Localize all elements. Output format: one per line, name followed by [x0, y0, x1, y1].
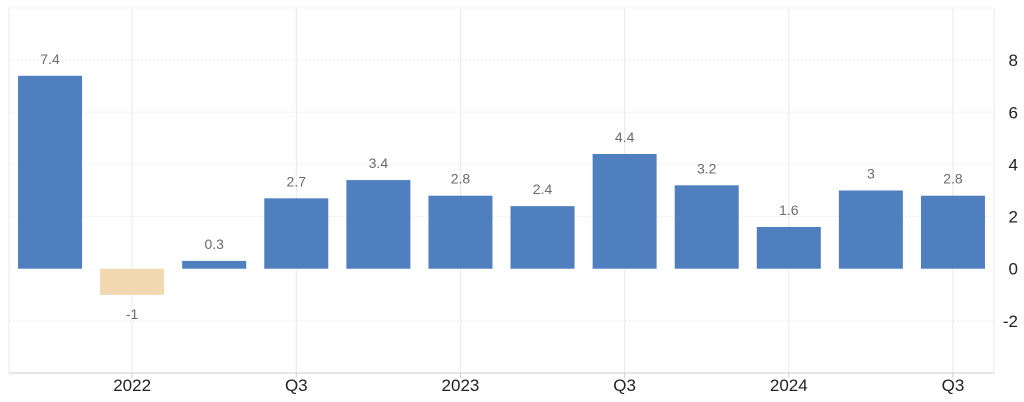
- bar: [756, 227, 821, 269]
- bar-value-label: 3.4: [369, 155, 389, 171]
- y-tick-label: 2: [1009, 208, 1018, 227]
- bar: [346, 180, 411, 269]
- bar-value-labels: 7.4 -1 0.3 2.7 3.4 2.8 2.4 4.4 3.2 1.6 3 2.8: [40, 51, 963, 322]
- bar: [674, 185, 739, 269]
- bar-value-label: 1.6: [779, 202, 799, 218]
- bar-value-label: 4.4: [615, 129, 635, 145]
- grid: [8, 7, 995, 373]
- bars: [18, 75, 985, 295]
- x-axis: 2022 Q3 2023 Q3 2024 Q3: [9, 372, 994, 395]
- bar-value-label: 0.3: [204, 236, 224, 252]
- bar: [18, 75, 83, 269]
- bar-value-label: 2.4: [533, 181, 553, 197]
- y-tick-label: 8: [1009, 51, 1018, 70]
- bar-value-label: 2.8: [451, 171, 471, 187]
- x-tick-label: Q3: [285, 376, 308, 395]
- bar: [510, 206, 575, 269]
- x-tick-label: 2024: [770, 376, 808, 395]
- bar: [838, 190, 903, 269]
- y-tick-label: 4: [1009, 155, 1018, 174]
- x-tick-label: 2022: [113, 376, 151, 395]
- y-tick-label: 0: [1009, 260, 1018, 279]
- bar: [428, 195, 493, 269]
- bar: [920, 195, 985, 269]
- y-axis: -2 0 2 4 6 8: [1003, 51, 1018, 331]
- x-tick-label: 2023: [442, 376, 480, 395]
- bar-value-label: 3.2: [697, 160, 717, 176]
- bar: [592, 154, 657, 269]
- y-tick-label: -2: [1003, 312, 1018, 331]
- bar-value-label: 7.4: [40, 51, 60, 67]
- bar: [100, 268, 165, 295]
- bar-value-label: -1: [126, 306, 139, 322]
- x-tick-label: Q3: [613, 376, 636, 395]
- bar-value-label: 3: [867, 166, 875, 182]
- bar-value-label: 2.8: [943, 171, 963, 187]
- x-tick-label: Q3: [942, 376, 965, 395]
- bar: [182, 260, 247, 269]
- bar-value-label: 2.7: [287, 173, 307, 189]
- bar: [264, 198, 329, 269]
- y-tick-label: 6: [1009, 103, 1018, 122]
